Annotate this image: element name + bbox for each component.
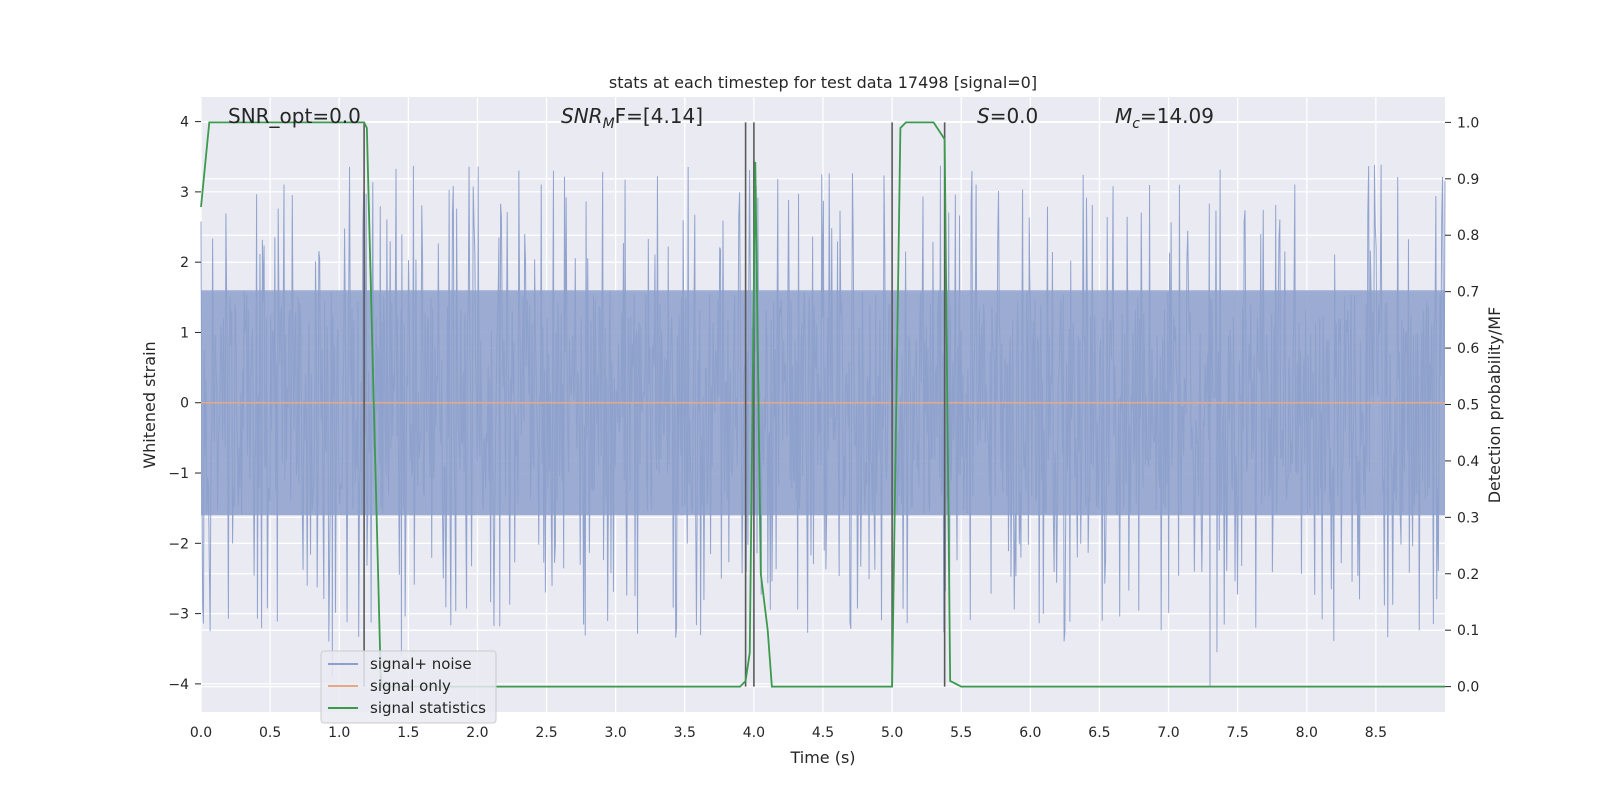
legend-box [320, 650, 497, 724]
y-left-tick-label: −4 [168, 677, 189, 693]
chart-title: stats at each timestep for test data 174… [609, 73, 1037, 92]
x-tick-label: 4.0 [743, 725, 765, 741]
y-left-tick-label: 3 [180, 185, 189, 201]
mc-suffix: =14.09 [1140, 104, 1214, 128]
y-right-tick-label: 0.6 [1457, 341, 1479, 357]
y-right-tick-label: 0.0 [1457, 680, 1479, 696]
y-left-tick-label: 4 [180, 115, 189, 131]
x-tick-label: 6.5 [1088, 725, 1110, 741]
x-tick-label: 1.5 [397, 725, 419, 741]
x-tick-label: 0.0 [190, 725, 212, 741]
y-right-tick-label: 1.0 [1457, 115, 1479, 131]
right-axis-ticks: 1.0 0.9 0.8 0.7 0.6 0.5 0.4 0.3 0.2 0.1 0.0 [1445, 115, 1479, 696]
y-left-tick-label: 2 [180, 255, 189, 271]
y-right-tick-label: 0.5 [1457, 398, 1479, 414]
legend-label-signal-only: signal only [370, 677, 451, 695]
snr-mf-annotation: SNRMF=[4.14] [561, 104, 703, 132]
x-axis-ticks: 0.0 0.5 1.0 1.5 2.0 2.5 3.0 3.5 4.0 4.5 5.0 5.5 6.0 6… [190, 725, 1387, 741]
s-suffix: =0.0 [990, 104, 1039, 128]
noise-line [200, 160, 1446, 688]
x-tick-label: 8.5 [1365, 725, 1387, 741]
y-right-tick-label: 0.7 [1457, 285, 1479, 301]
x-tick-label: 3.0 [605, 725, 627, 741]
stat-series [200, 121, 1445, 688]
mc-main: M [1115, 104, 1132, 128]
snr-mf-suffix: F=[4.14] [615, 104, 703, 128]
left-axis-label: Whitened strain [140, 341, 159, 468]
legend-label-stat: signal statistics [370, 699, 486, 717]
x-tick-label: 0.5 [259, 725, 281, 741]
x-tick-label: 8.0 [1296, 725, 1318, 741]
legend: signal+ noise signal only signal statist… [320, 650, 497, 724]
y-right-tick-label: 0.3 [1457, 510, 1479, 526]
x-tick-label: 5.0 [881, 725, 903, 741]
y-right-tick-label: 0.9 [1457, 172, 1479, 188]
s-annotation: S=0.0 [977, 104, 1038, 128]
y-left-tick-label: 1 [180, 325, 189, 341]
mc-annotation: Mc=14.09 [1115, 104, 1214, 132]
legend-label-noise: signal+ noise [370, 655, 472, 673]
left-axis-ticks: 4 3 2 1 0 −1 −2 −3 −4 [168, 115, 201, 693]
x-tick-label: 5.5 [950, 725, 972, 741]
s-main: S [977, 104, 990, 128]
x-tick-label: 4.5 [812, 725, 834, 741]
snr-mf-main: SNR [561, 104, 603, 128]
right-axis-label: Detection probability/MF [1485, 307, 1504, 504]
x-tick-label: 7.0 [1157, 725, 1179, 741]
x-tick-label: 7.5 [1227, 725, 1249, 741]
y-left-tick-label: 0 [180, 396, 189, 412]
x-tick-label: 2.0 [466, 725, 488, 741]
x-tick-label: 3.5 [674, 725, 696, 741]
y-right-tick-label: 0.1 [1457, 623, 1479, 639]
snr-opt-annotation: SNR_opt=0.0 [228, 104, 361, 128]
y-left-tick-label: −2 [168, 536, 189, 552]
y-right-tick-label: 0.8 [1457, 228, 1479, 244]
x-axis-label: Time (s) [789, 748, 855, 767]
y-left-tick-label: −1 [168, 466, 189, 482]
x-tick-label: 2.5 [535, 725, 557, 741]
x-tick-label: 1.0 [328, 725, 350, 741]
y-right-tick-label: 0.4 [1457, 454, 1479, 470]
snr-mf-sub: M [603, 116, 615, 132]
y-right-tick-label: 0.2 [1457, 567, 1479, 583]
stat-line [200, 121, 1445, 688]
mc-sub: c [1132, 116, 1140, 132]
y-left-tick-label: −3 [168, 607, 189, 623]
x-tick-label: 6.0 [1019, 725, 1041, 741]
